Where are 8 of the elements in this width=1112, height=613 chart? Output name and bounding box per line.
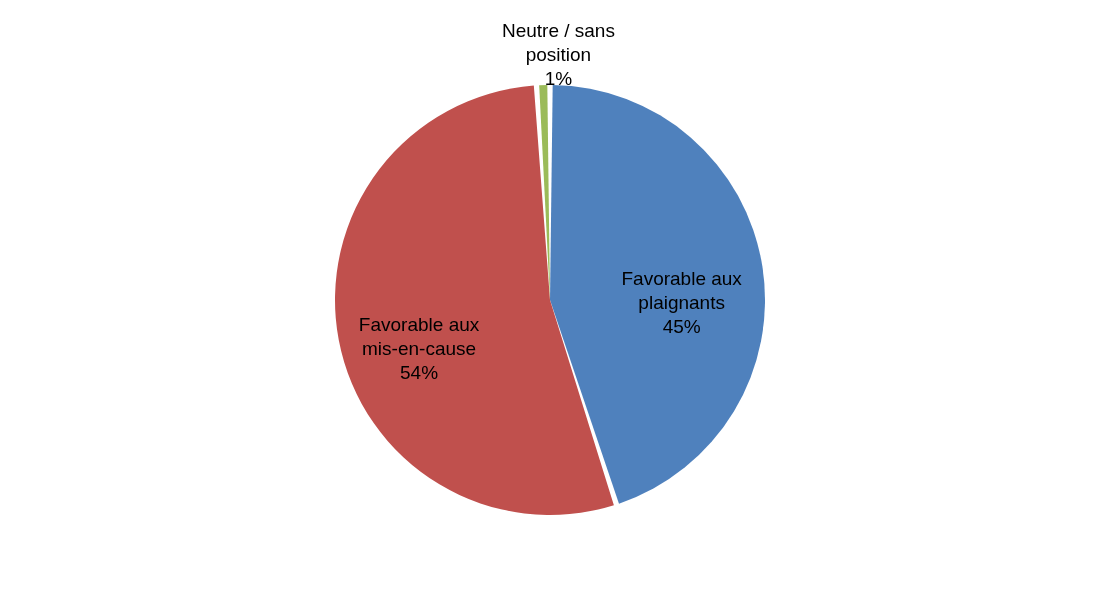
slice-label: Favorable aux mis-en-cause (358, 313, 480, 359)
slice-label: Favorable aux plaignants (621, 268, 743, 314)
pie-slice (335, 85, 614, 515)
data-label: 54% (400, 361, 439, 383)
data-label: 45% (662, 316, 701, 338)
data-label: 1% (544, 68, 573, 90)
pie-slice (550, 85, 765, 504)
slice-label: Neutre / sans position (501, 20, 615, 66)
